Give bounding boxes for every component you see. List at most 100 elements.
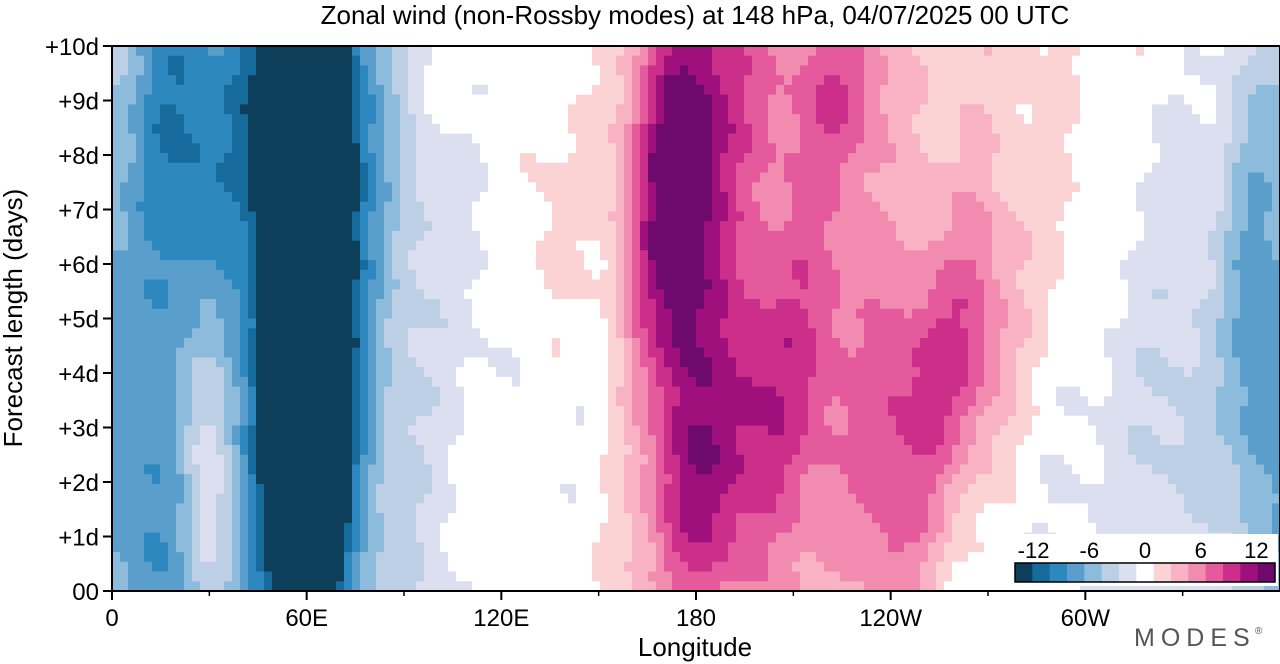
field-cell — [480, 191, 489, 203]
field-cell — [1216, 318, 1225, 329]
field-cell — [456, 289, 465, 300]
field-cell — [1016, 357, 1025, 368]
field-cell — [696, 289, 705, 300]
field-cell — [656, 347, 665, 359]
field-cell — [280, 260, 289, 271]
field-cell — [520, 337, 529, 349]
field-cell — [712, 104, 721, 115]
field-cell — [1264, 211, 1273, 222]
field-cell — [232, 94, 241, 105]
field-cell — [760, 55, 769, 67]
field-cell — [968, 240, 977, 251]
field-cell — [336, 289, 345, 300]
field-cell — [152, 182, 161, 193]
field-cell — [848, 299, 857, 310]
field-cell — [288, 260, 297, 271]
field-cell — [1248, 269, 1257, 281]
field-cell — [1256, 347, 1265, 359]
field-cell — [704, 75, 713, 86]
field-cell — [1088, 182, 1097, 193]
field-cell — [328, 337, 337, 349]
field-cell — [632, 318, 641, 329]
field-cell — [1216, 337, 1225, 349]
field-cell — [128, 65, 137, 76]
field-cell — [632, 104, 641, 115]
field-cell — [184, 65, 193, 76]
field-cell — [424, 240, 433, 251]
field-cell — [240, 230, 249, 242]
field-cell — [688, 250, 697, 261]
field-cell — [472, 114, 481, 125]
field-cell — [1136, 143, 1145, 154]
field-cell — [208, 75, 217, 86]
field-cell — [320, 65, 329, 76]
field-cell — [1168, 182, 1177, 193]
field-cell — [1040, 94, 1049, 105]
field-cell — [352, 357, 361, 368]
field-cell — [648, 94, 657, 105]
field-cell — [904, 84, 913, 96]
field-cell — [648, 299, 657, 310]
field-cell — [824, 230, 833, 242]
field-cell — [1272, 55, 1280, 67]
field-cell — [696, 211, 705, 222]
field-cell — [224, 269, 233, 281]
field-cell — [504, 289, 513, 300]
field-cell — [448, 123, 457, 135]
field-cell — [1072, 221, 1081, 232]
field-cell — [120, 289, 129, 300]
field-cell — [624, 328, 633, 339]
field-cell — [984, 269, 993, 281]
field-cell — [1208, 240, 1217, 251]
field-cell — [512, 357, 521, 368]
field-cell — [1144, 240, 1153, 251]
field-cell — [656, 191, 665, 203]
field-cell — [784, 367, 793, 378]
field-cell — [216, 94, 225, 105]
field-cell — [888, 357, 897, 368]
field-cell — [984, 65, 993, 76]
field-cell — [512, 46, 521, 57]
field-cell — [256, 328, 265, 339]
field-cell — [1272, 299, 1280, 310]
field-cell — [952, 337, 961, 349]
field-cell — [1056, 182, 1065, 193]
field-cell — [952, 260, 961, 271]
field-cell — [528, 221, 537, 232]
field-cell — [1152, 143, 1161, 154]
field-cell — [920, 328, 929, 339]
field-cell — [448, 94, 457, 105]
field-cell — [928, 279, 937, 290]
field-cell — [144, 84, 153, 96]
field-cell — [496, 191, 505, 203]
field-cell — [832, 318, 841, 329]
field-cell — [288, 182, 297, 193]
field-cell — [952, 289, 961, 300]
field-cell — [184, 143, 193, 154]
field-cell — [864, 367, 873, 378]
field-cell — [136, 347, 145, 359]
field-cell — [1096, 308, 1105, 320]
field-cell — [952, 143, 961, 154]
field-cell — [624, 153, 633, 164]
field-cell — [1072, 191, 1081, 203]
field-cell — [968, 337, 977, 349]
field-cell — [1056, 299, 1065, 310]
field-cell — [384, 75, 393, 86]
field-cell — [1032, 357, 1041, 368]
field-cell — [600, 123, 609, 135]
field-cell — [1264, 328, 1273, 339]
field-cell — [872, 133, 881, 144]
field-cell — [552, 318, 561, 329]
field-cell — [936, 153, 945, 164]
field-cell — [112, 299, 121, 310]
field-cell — [928, 75, 937, 86]
field-cell — [1112, 357, 1121, 368]
field-cell — [728, 84, 737, 96]
field-cell — [152, 153, 161, 164]
field-cell — [664, 94, 673, 105]
field-cell — [1144, 299, 1153, 310]
field-cell — [368, 211, 377, 222]
field-cell — [1072, 250, 1081, 261]
field-cell — [1112, 75, 1121, 86]
